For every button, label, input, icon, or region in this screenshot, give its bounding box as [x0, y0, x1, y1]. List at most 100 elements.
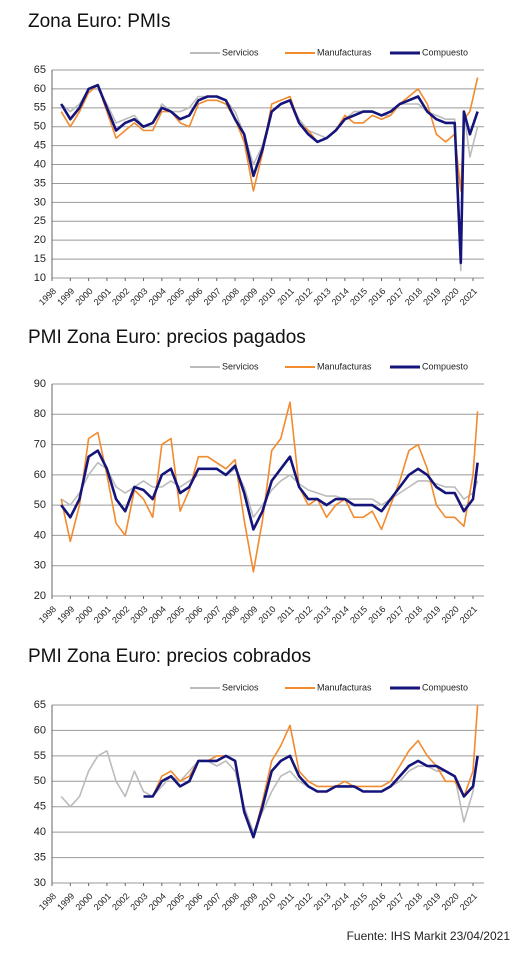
x-tick-label: 2004: [147, 286, 168, 307]
y-tick-label: 45: [34, 140, 46, 152]
y-tick-label: 20: [34, 590, 46, 602]
x-tick-label: 2002: [110, 891, 131, 912]
x-tick-label: 2006: [183, 891, 204, 912]
y-tick-label: 70: [34, 438, 46, 450]
y-tick-label: 60: [34, 469, 46, 481]
y-tick-label: 55: [34, 102, 46, 114]
y-tick-label: 50: [34, 775, 46, 787]
x-tick-label: 2012: [293, 604, 314, 625]
x-tick-label: 2006: [183, 286, 204, 307]
x-tick-label: 2013: [311, 604, 332, 625]
x-tick-label: 2002: [110, 604, 131, 625]
y-tick-label: 55: [34, 750, 46, 762]
x-tick-label: 2017: [385, 604, 406, 625]
x-tick-label: 2007: [202, 604, 223, 625]
x-tick-label: 2008: [220, 286, 241, 307]
x-tick-label: 2002: [110, 286, 131, 307]
x-tick-label: 2005: [165, 604, 186, 625]
x-tick-label: 2011: [275, 286, 296, 307]
chart-title: Zona Euro: PMIs: [28, 11, 171, 32]
chart-title: PMI Zona Euro: precios pagados: [28, 327, 306, 348]
y-tick-label: 60: [34, 83, 46, 95]
legend-label: Manufacturas: [317, 682, 372, 692]
legend-label: Servicios: [222, 682, 259, 692]
y-tick-label: 25: [34, 215, 46, 227]
y-tick-label: 30: [34, 877, 46, 889]
x-tick-label: 1998: [37, 286, 58, 307]
x-tick-label: 2015: [348, 891, 369, 912]
legend-label: Compuesto: [422, 361, 468, 371]
x-tick-label: 2007: [202, 286, 223, 307]
legend-label: Servicios: [222, 47, 259, 57]
x-tick-label: 2004: [147, 604, 168, 625]
series-line: [60, 77, 479, 192]
x-tick-label: 1999: [55, 286, 76, 307]
x-tick-label: 2016: [366, 891, 387, 912]
y-tick-label: 50: [34, 121, 46, 133]
x-tick-label: 2008: [220, 891, 241, 912]
chart-panel: PMI Zona Euro: precios cobrados 30 35 40 45 5…: [28, 646, 484, 912]
y-tick-label: 65: [34, 64, 46, 76]
legend-label: Compuesto: [422, 682, 468, 692]
y-tick-label: 15: [34, 253, 46, 265]
x-tick-label: 2000: [73, 891, 94, 912]
legend-label: Servicios: [222, 361, 259, 371]
x-tick-label: 2016: [366, 286, 387, 307]
x-tick-label: 2018: [403, 891, 424, 912]
x-tick-label: 2010: [257, 286, 278, 307]
chart-title: PMI Zona Euro: precios cobrados: [28, 646, 311, 667]
x-tick-label: 2013: [311, 891, 332, 912]
series-line: [60, 750, 479, 833]
legend-label: Manufacturas: [317, 361, 372, 371]
x-tick-label: 2006: [183, 604, 204, 625]
x-tick-label: 1998: [37, 891, 58, 912]
x-tick-label: 2014: [330, 286, 351, 307]
x-tick-label: 2015: [348, 604, 369, 625]
series-line: [143, 754, 479, 839]
series-line: [60, 83, 479, 265]
x-tick-label: 2008: [220, 604, 241, 625]
x-tick-label: 2010: [257, 891, 278, 912]
x-tick-label: 2013: [311, 286, 332, 307]
x-tick-label: 2017: [385, 286, 406, 307]
x-tick-label: 2010: [257, 604, 278, 625]
y-tick-label: 30: [34, 196, 46, 208]
x-tick-label: 2012: [293, 286, 314, 307]
x-tick-label: 2003: [128, 286, 149, 307]
x-tick-label: 2009: [238, 604, 259, 625]
x-tick-label: 2014: [330, 604, 351, 625]
x-tick-label: 2019: [421, 891, 442, 912]
x-tick-label: 2018: [403, 604, 424, 625]
x-tick-label: 1999: [55, 604, 76, 625]
x-tick-label: 2001: [92, 891, 113, 912]
x-tick-label: 2012: [293, 891, 314, 912]
x-tick-label: 2019: [421, 604, 442, 625]
source-note: Fuente: IHS Markit 23/04/2021: [347, 929, 511, 943]
x-tick-label: 2015: [348, 286, 369, 307]
x-tick-label: 2003: [128, 891, 149, 912]
series-line: [60, 449, 479, 531]
series-line: [60, 461, 479, 519]
x-tick-label: 2011: [275, 604, 296, 625]
y-tick-label: 90: [34, 378, 46, 390]
chart-panel: PMI Zona Euro: precios pagados 20 30 40 50 60…: [28, 327, 484, 625]
legend-label: Manufacturas: [317, 47, 372, 57]
y-tick-label: 45: [34, 801, 46, 813]
y-tick-label: 80: [34, 408, 46, 420]
x-tick-label: 2021: [458, 286, 479, 307]
x-tick-label: 1999: [55, 891, 76, 912]
x-tick-label: 1998: [37, 604, 58, 625]
y-tick-label: 30: [34, 560, 46, 572]
x-tick-label: 2021: [458, 604, 479, 625]
x-tick-label: 2020: [440, 891, 461, 912]
x-tick-label: 2018: [403, 286, 424, 307]
x-tick-label: 2001: [92, 286, 113, 307]
y-tick-label: 50: [34, 499, 46, 511]
x-tick-label: 2019: [421, 286, 442, 307]
x-tick-label: 2007: [202, 891, 223, 912]
y-tick-label: 20: [34, 234, 46, 246]
y-tick-label: 10: [34, 272, 46, 284]
x-tick-label: 2020: [440, 286, 461, 307]
series-line: [60, 401, 479, 573]
